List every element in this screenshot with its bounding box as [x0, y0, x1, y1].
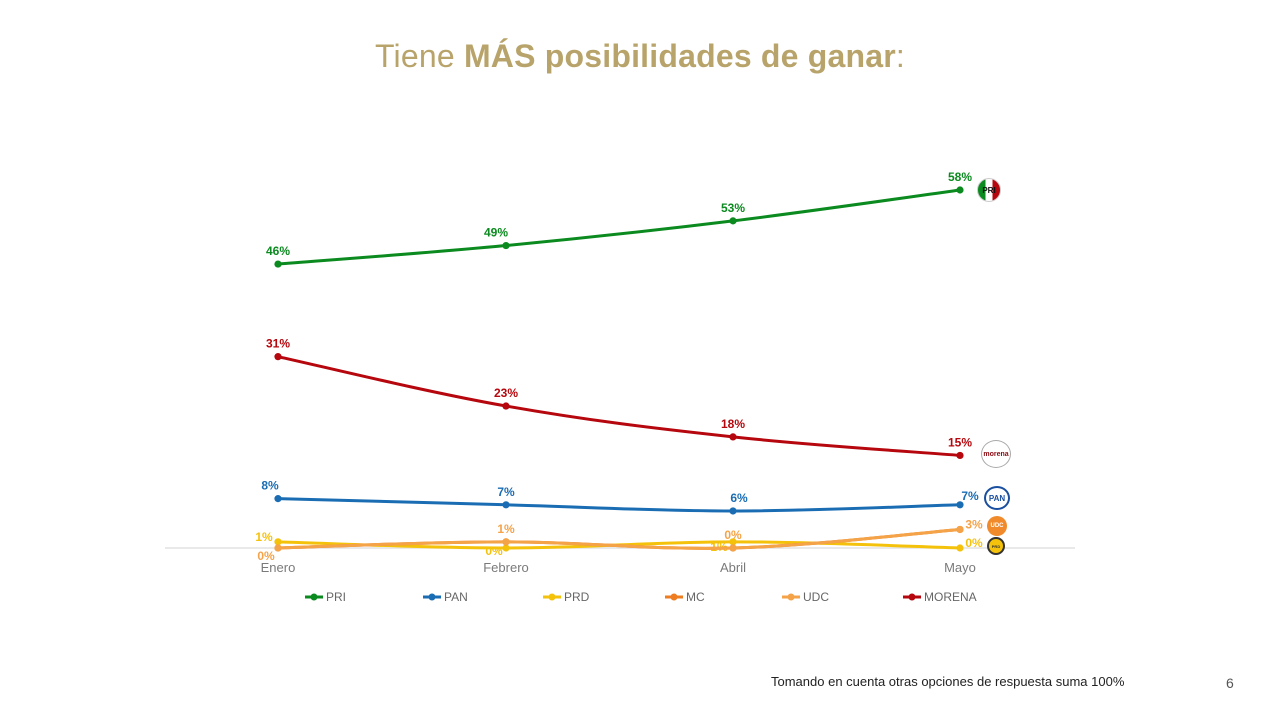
data-label-prd: 1%	[255, 530, 273, 544]
data-label-pan: 8%	[261, 479, 279, 493]
data-point-morena	[274, 353, 282, 361]
data-point-pan	[956, 501, 964, 509]
x-tick-label: Febrero	[483, 560, 529, 575]
title-suffix: :	[895, 38, 905, 74]
data-label-mc: 3%	[965, 517, 983, 531]
data-label-pan: 7%	[497, 485, 515, 499]
data-point-pan	[274, 495, 282, 503]
legend-marker-prd	[548, 593, 556, 601]
data-point-udc	[729, 544, 737, 552]
series-line-morena	[276, 355, 962, 457]
data-point-pri	[274, 260, 282, 268]
data-label-pri: 46%	[266, 244, 290, 258]
pan-logo-icon: PAN	[984, 486, 1010, 510]
legend-marker-udc	[787, 593, 795, 601]
page-title: Tiene MÁS posibilidades de ganar:	[0, 38, 1280, 75]
data-point-morena	[502, 402, 510, 410]
legend-label-udc: UDC	[803, 590, 829, 604]
data-label-morena: 18%	[721, 417, 745, 431]
data-point-morena	[729, 433, 737, 441]
series-line-pan	[276, 497, 962, 513]
data-point-pri	[956, 186, 964, 194]
legend-label-pan: PAN	[444, 590, 468, 604]
data-label-mc: 0%	[257, 549, 275, 563]
morena-logo-icon: morena	[981, 440, 1011, 468]
data-point-morena	[956, 451, 964, 460]
title-prefix: Tiene	[375, 38, 464, 74]
data-label-pri: 58%	[948, 170, 972, 184]
data-label-mc: 0%	[724, 528, 742, 542]
data-point-udc	[956, 525, 964, 534]
data-point-prd	[502, 544, 510, 552]
data-label-morena: 23%	[494, 386, 518, 400]
legend-marker-pri	[310, 593, 318, 601]
series-line-udc	[276, 527, 962, 550]
x-tick-label: Abril	[720, 560, 746, 575]
footnote: Tomando en cuenta otras opciones de resp…	[771, 674, 1125, 689]
legend-label-prd: PRD	[564, 590, 590, 604]
legend-label-morena: MORENA	[924, 590, 977, 604]
data-label-pan: 6%	[730, 491, 748, 505]
legend-label-mc: MC	[686, 590, 705, 604]
data-label-prd: 0%	[485, 544, 503, 558]
data-point-pri	[729, 217, 737, 225]
data-label-pri: 53%	[721, 201, 745, 215]
legend-marker-morena	[908, 593, 916, 601]
morena-logo-text: morena	[983, 450, 1009, 458]
data-point-pan	[729, 507, 737, 515]
legend-marker-pan	[428, 593, 436, 601]
pri-logo-text: PRI	[982, 185, 996, 195]
title-bold: MÁS posibilidades de ganar	[463, 38, 896, 74]
x-tick-label: Mayo	[944, 560, 976, 575]
data-point-prd	[274, 538, 282, 546]
prd-logo-text: PRD	[991, 543, 1001, 549]
pan-logo-text: PAN	[988, 493, 1006, 503]
udc-logo-icon: UDC	[987, 516, 1007, 536]
x-tick-label: Enero	[261, 560, 296, 575]
data-point-prd	[729, 538, 737, 546]
udc-logo-text: UDC	[990, 523, 1004, 529]
series-line-pri	[276, 188, 962, 266]
data-point-prd	[956, 544, 964, 552]
data-label-morena: 15%	[948, 435, 972, 449]
legend-marker-mc	[670, 593, 678, 601]
data-point-pan	[502, 501, 510, 509]
data-label-prd: 0%	[965, 536, 983, 550]
data-point-udc	[274, 544, 282, 552]
legend-label-pri: PRI	[326, 590, 346, 604]
data-label-pri: 49%	[484, 226, 508, 240]
page-number: 6	[1226, 675, 1234, 691]
data-label-morena: 31%	[266, 337, 290, 351]
data-point-pri	[502, 241, 510, 250]
data-label-mc: 1%	[497, 522, 515, 536]
data-point-udc	[502, 538, 510, 546]
prd-logo-icon: PRD	[987, 537, 1005, 555]
data-label-pan: 7%	[961, 489, 979, 503]
pri-logo-icon: PRI	[977, 178, 1001, 202]
